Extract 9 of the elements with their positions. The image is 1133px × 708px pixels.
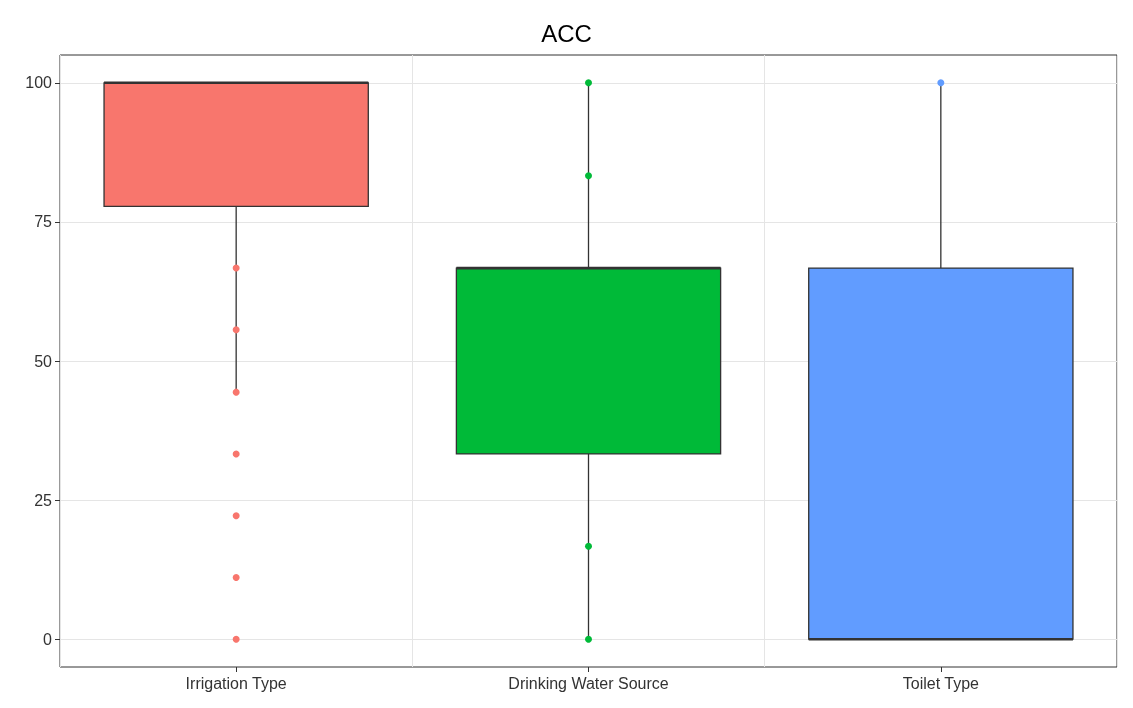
x-tick-label: Toilet Type bbox=[902, 674, 980, 692]
chart-title: ACC bbox=[541, 19, 592, 47]
x-tick-label: Drinking Water Source bbox=[508, 674, 669, 692]
x-tick-label: Irrigation Type bbox=[185, 674, 287, 692]
y-tick-label: 25 bbox=[34, 491, 53, 509]
y-tick-label: 50 bbox=[34, 352, 53, 370]
y-tick-label: 100 bbox=[25, 74, 53, 92]
y-tick-label: 0 bbox=[43, 630, 53, 648]
y-tick-label: 75 bbox=[34, 213, 53, 231]
